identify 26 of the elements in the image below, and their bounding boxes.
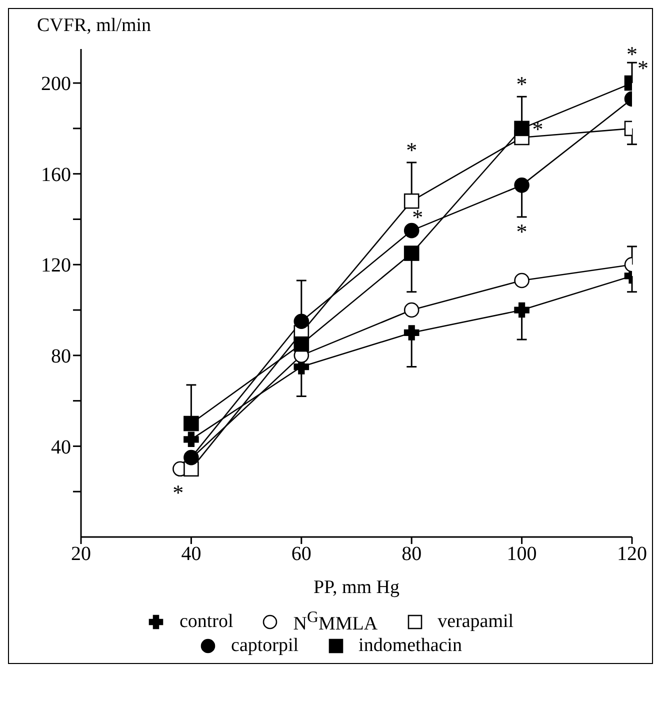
annotation: * (626, 42, 638, 67)
x-tick-label: 60 (291, 543, 312, 566)
annotation: * (516, 72, 528, 97)
legend-label: indomethacin (358, 635, 462, 658)
annotation: * (172, 480, 184, 505)
annotation: * (406, 137, 418, 162)
y-tick-label: 200 (41, 73, 71, 96)
x-axis-title: PP, mm Hg (313, 577, 400, 598)
x-tick-label: 40 (181, 543, 202, 566)
x-tick-label: 100 (506, 543, 537, 566)
x-tick-label: 20 (71, 543, 91, 566)
y-tick-label: 120 (41, 254, 71, 277)
y-tick-label: 160 (41, 164, 71, 186)
y-axis-title: CVFR, ml/min (37, 15, 152, 37)
legend-label: control (179, 611, 234, 634)
annotation: * (638, 56, 648, 81)
annotation: * (516, 218, 528, 244)
legend-label: verapamil (438, 611, 514, 634)
legend-label: captorpil (231, 635, 299, 658)
x-tick-label: 80 (402, 543, 422, 566)
x-tick-label: 120 (617, 543, 647, 566)
y-tick-label: 80 (51, 346, 71, 368)
legend-label: N$^{G}$MMLA (293, 609, 378, 636)
y-tick-label: 40 (51, 436, 71, 458)
annotation: * (412, 204, 424, 230)
annotation: * (532, 116, 544, 142)
